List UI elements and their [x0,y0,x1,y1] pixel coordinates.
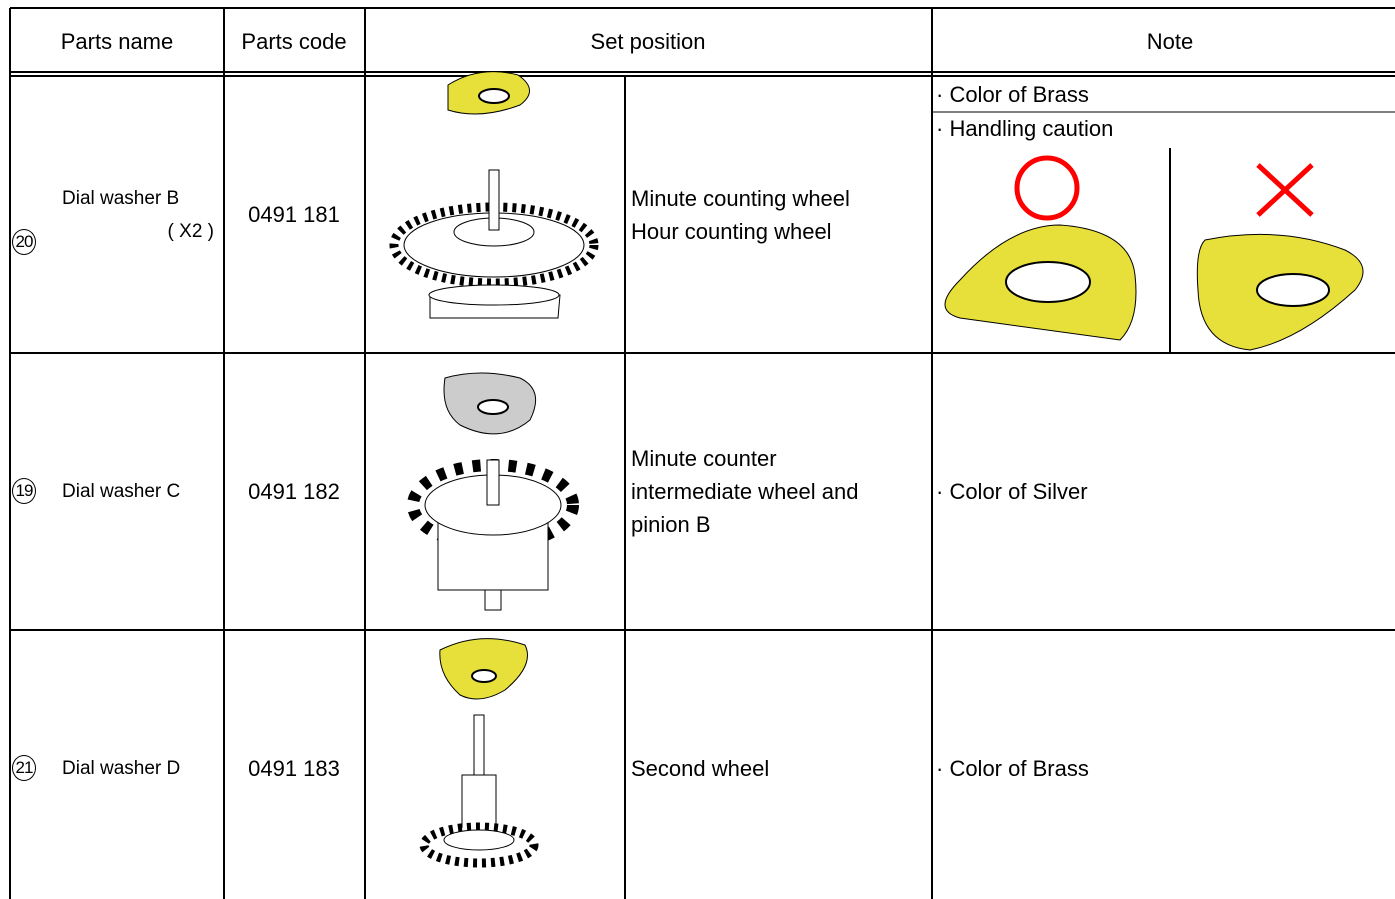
set-position: pinion B [631,512,711,537]
grid-lines [9,7,1395,899]
set-position: Minute counter [631,446,777,471]
part-code: 0491 183 [248,756,340,781]
set-position: Hour counting wheel [631,219,832,244]
part-quantity: ( X2 ) [167,221,214,242]
header-cell: Parts code [241,29,347,54]
caution-ng [1196,163,1364,351]
part-number: 19 [12,478,36,504]
note: · Handling caution [936,116,1114,141]
part-code: 0491 181 [248,202,340,227]
note: · Color of Silver [936,479,1088,504]
illustration-washer-b [389,71,599,319]
note: · Color of Brass [936,756,1089,781]
part-number: 21 [12,755,36,781]
part-number: 20 [12,229,36,255]
illustration-washer-d [419,638,539,868]
set-position: intermediate wheel and [631,479,859,504]
part-code: 0491 182 [248,479,340,504]
caution-ok [944,155,1137,341]
header-cell: Parts name [60,29,174,54]
illustration-washer-c [407,372,579,611]
part-name: Dial washer B [62,188,180,209]
set-position: Minute counting wheel [631,186,850,211]
part-name: Dial washer D [62,758,181,779]
header-cell: Set position [590,29,706,54]
header-cell: Note [1146,29,1194,54]
part-name: Dial washer C [62,481,181,502]
set-position: Second wheel [631,756,770,781]
note: · Color of Brass [936,82,1089,107]
